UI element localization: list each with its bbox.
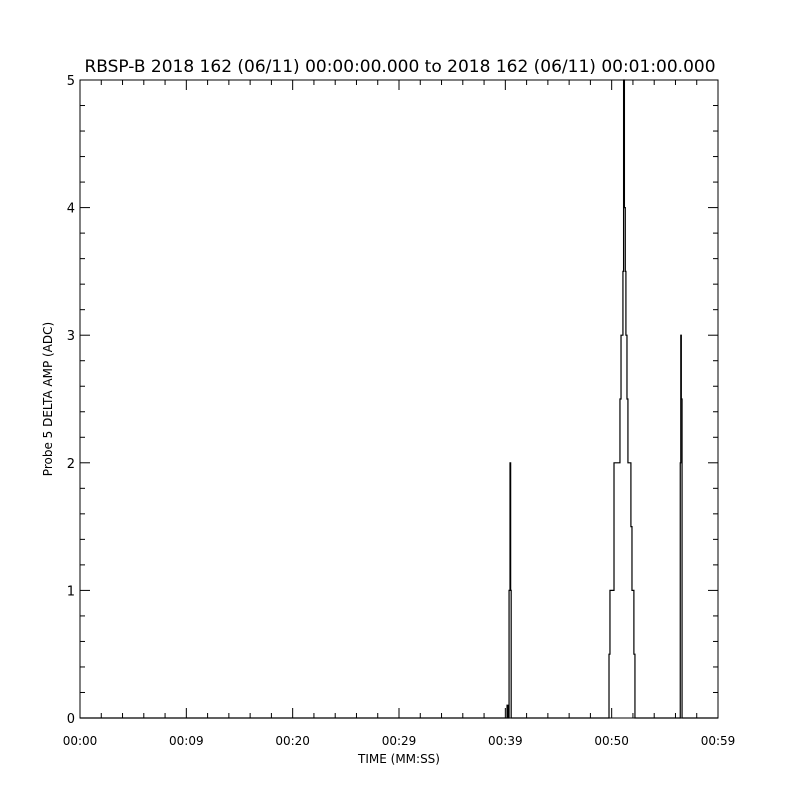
y-axis-label: Probe 5 DELTA AMP (ADC) bbox=[41, 322, 55, 476]
x-tick-label: 00:50 bbox=[594, 734, 629, 748]
y-tick-label: 0 bbox=[67, 712, 75, 727]
x-tick-label: 00:09 bbox=[169, 734, 204, 748]
data-series-line bbox=[80, 79, 718, 719]
x-axis-label: TIME (MM:SS) bbox=[357, 752, 440, 766]
y-tick-label: 4 bbox=[67, 202, 75, 217]
chart-title: RBSP-B 2018 162 (06/11) 00:00:00.000 to … bbox=[84, 57, 715, 77]
x-tick-label: 00:59 bbox=[701, 734, 736, 748]
y-tick-label: 1 bbox=[67, 584, 75, 599]
y-tick-label: 2 bbox=[67, 457, 75, 472]
y-tick-label: 5 bbox=[67, 74, 75, 89]
x-tick-label: 00:29 bbox=[382, 734, 417, 748]
plot-frame bbox=[79, 79, 719, 719]
x-tick-label: 00:20 bbox=[275, 734, 310, 748]
x-tick-label: 00:39 bbox=[488, 734, 523, 748]
y-tick-label: 3 bbox=[67, 329, 75, 344]
x-tick-label: 00:00 bbox=[63, 734, 98, 748]
